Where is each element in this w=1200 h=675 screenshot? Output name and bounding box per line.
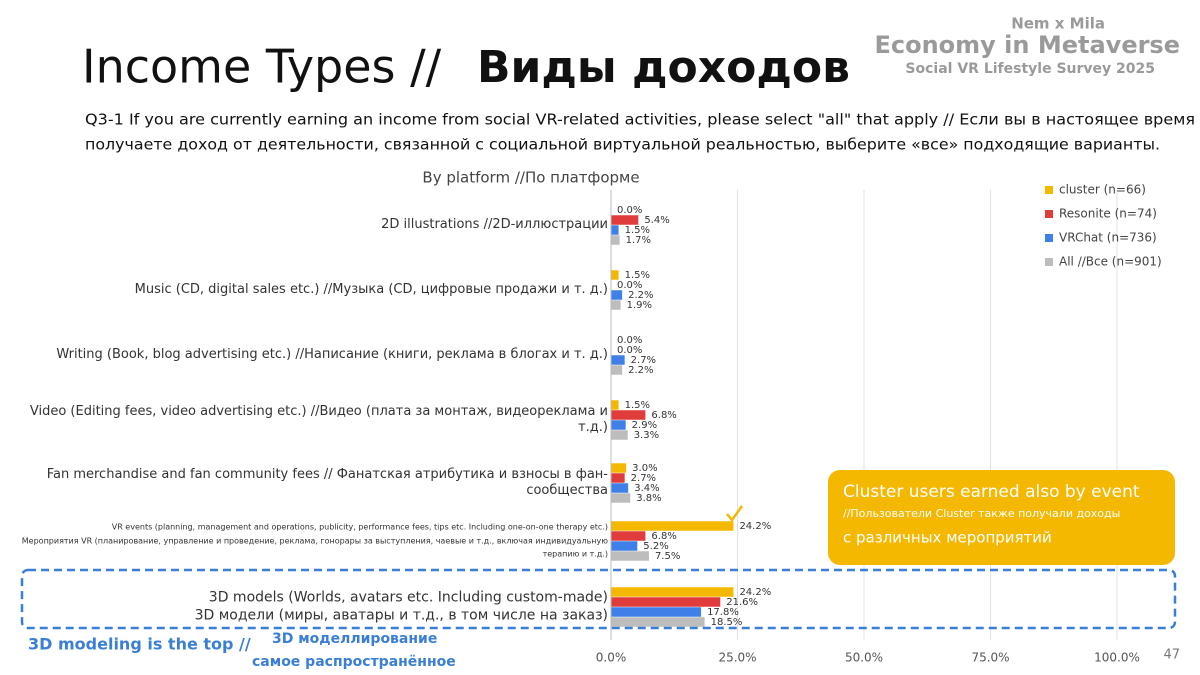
legend-swatch bbox=[1045, 258, 1053, 266]
value-label: 3.8% bbox=[636, 493, 661, 504]
bar bbox=[611, 493, 631, 503]
callout-text: //Пользователи Cluster также получали до… bbox=[843, 507, 1120, 520]
value-label: 2.9% bbox=[632, 420, 657, 431]
legend-swatch bbox=[1045, 210, 1053, 218]
note-text: самое распространённое bbox=[252, 654, 456, 670]
value-label: 3.3% bbox=[634, 430, 659, 441]
legend-label: All //Все (n=901) bbox=[1059, 255, 1162, 269]
bar bbox=[611, 430, 628, 440]
value-label: 1.7% bbox=[626, 235, 651, 246]
bar bbox=[611, 400, 619, 410]
brand-subtitle: Social VR Lifestyle Survey 2025 bbox=[905, 61, 1155, 77]
x-tick-label: 100.0% bbox=[1094, 651, 1140, 665]
value-label: 18.5% bbox=[711, 617, 743, 628]
value-label: 7.5% bbox=[655, 551, 680, 562]
brand-authors: Nem x Mila bbox=[1011, 15, 1105, 33]
note-text: 3D modeling is the top // bbox=[28, 635, 251, 654]
bar bbox=[611, 270, 619, 280]
bar bbox=[611, 215, 639, 225]
bar bbox=[611, 597, 721, 607]
bar bbox=[611, 290, 623, 300]
question-line: Q3-1 If you are currently earning an inc… bbox=[85, 111, 1195, 129]
bar bbox=[611, 355, 625, 365]
value-label: 1.5% bbox=[625, 270, 650, 281]
note-text: 3D моделлирование bbox=[272, 631, 437, 647]
category-label: VR events (planning, management and oper… bbox=[21, 522, 608, 559]
check-icon bbox=[726, 505, 744, 523]
legend-swatch bbox=[1045, 186, 1053, 194]
category-label: 3D models (Worlds, avatars etc. Includin… bbox=[194, 589, 608, 624]
value-label: 24.2% bbox=[739, 587, 771, 598]
page-number: 47 bbox=[1163, 648, 1180, 663]
bar bbox=[611, 587, 734, 597]
value-label: 1.5% bbox=[625, 225, 650, 236]
title-en: Income Types // bbox=[82, 40, 442, 94]
value-label: 3.4% bbox=[634, 483, 659, 494]
value-label: 2.2% bbox=[628, 365, 653, 376]
bar bbox=[611, 541, 638, 551]
value-label: 1.9% bbox=[627, 300, 652, 311]
title-ru: Виды доходов bbox=[477, 42, 850, 93]
value-label: 0.0% bbox=[617, 345, 642, 356]
value-label: 3.0% bbox=[632, 463, 657, 474]
legend-swatch bbox=[1045, 234, 1053, 242]
bar bbox=[611, 617, 705, 627]
value-label: 2.7% bbox=[631, 355, 656, 366]
value-label: 0.0% bbox=[617, 335, 642, 346]
bar bbox=[611, 551, 649, 561]
value-label: 0.0% bbox=[617, 280, 642, 291]
value-label: 2.7% bbox=[631, 473, 656, 484]
brand-title: Economy in Metaverse bbox=[874, 31, 1180, 59]
legend-label: VRChat (n=736) bbox=[1059, 231, 1157, 245]
callout-text: с различных мероприятий bbox=[843, 529, 1052, 547]
bar bbox=[611, 300, 621, 310]
legend-label: Resonite (n=74) bbox=[1059, 207, 1157, 221]
value-label: 21.6% bbox=[726, 597, 758, 608]
x-tick-label: 25.0% bbox=[718, 651, 756, 665]
category-label: Music (CD, digital sales etc.) //Музыка … bbox=[134, 281, 608, 297]
category-label: 2D illustrations //2D-иллюстрации bbox=[381, 216, 608, 232]
bar bbox=[611, 365, 623, 375]
bar bbox=[611, 473, 625, 483]
x-tick-label: 75.0% bbox=[971, 651, 1009, 665]
value-label: 0.0% bbox=[617, 205, 642, 216]
category-label: Video (Editing fees, video advertising e… bbox=[29, 403, 608, 435]
value-label: 24.2% bbox=[739, 521, 771, 532]
question-line: получаете доход от деятельности, связанн… bbox=[85, 136, 1160, 154]
bar bbox=[611, 521, 734, 531]
callout-box bbox=[828, 470, 1175, 565]
bar bbox=[611, 235, 620, 245]
category-label: Fan merchandise and fan community fees /… bbox=[46, 466, 608, 498]
bar bbox=[611, 420, 626, 430]
x-tick-label: 0.0% bbox=[596, 651, 627, 665]
value-label: 1.5% bbox=[625, 400, 650, 411]
callout-text: Cluster users earned also by event bbox=[843, 482, 1140, 502]
value-label: 17.8% bbox=[707, 607, 739, 618]
bar bbox=[611, 607, 702, 617]
bar bbox=[611, 225, 619, 235]
value-label: 2.2% bbox=[628, 290, 653, 301]
bar bbox=[611, 531, 646, 541]
value-label: 5.4% bbox=[644, 215, 669, 226]
highlight-box bbox=[20, 568, 1177, 630]
value-label: 5.2% bbox=[643, 541, 668, 552]
category-label: Writing (Book, blog advertising etc.) //… bbox=[56, 346, 608, 362]
bar bbox=[611, 410, 646, 420]
chart-subtitle: By platform //По платформе bbox=[422, 169, 639, 187]
legend-label: cluster (n=66) bbox=[1059, 183, 1146, 197]
x-tick-label: 50.0% bbox=[845, 651, 883, 665]
value-label: 6.8% bbox=[651, 410, 676, 421]
bar bbox=[611, 483, 629, 493]
bar bbox=[611, 463, 627, 473]
value-label: 6.8% bbox=[651, 531, 676, 542]
